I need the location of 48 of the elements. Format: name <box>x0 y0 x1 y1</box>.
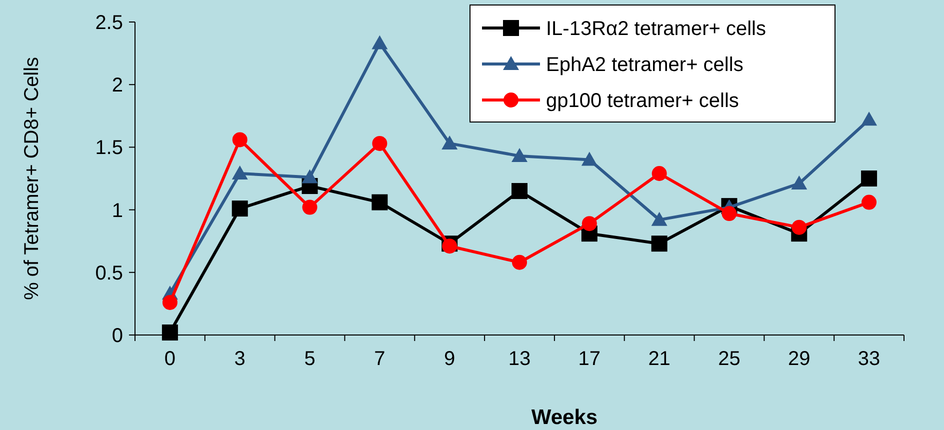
point <box>372 194 388 210</box>
x-tick-label: 25 <box>718 348 740 370</box>
point <box>722 206 737 222</box>
point <box>232 132 248 148</box>
point <box>792 220 807 235</box>
y-axis-title: % of Tetramer+ CD8+ Cells <box>21 56 43 300</box>
point <box>232 165 248 180</box>
legend-label: EphA2 tetramer+ cells <box>546 54 744 76</box>
y-tick-label: 1.5 <box>95 137 123 160</box>
x-tick-label: 13 <box>508 348 531 370</box>
x-tick-label: 3 <box>234 348 246 370</box>
point <box>862 194 877 210</box>
x-axis-title: Weeks <box>531 406 598 429</box>
point <box>162 294 178 310</box>
x-tick-label: 33 <box>858 348 880 370</box>
y-tick-label: 2.5 <box>95 12 123 34</box>
point <box>302 169 318 184</box>
x-tick-label: 21 <box>648 348 670 370</box>
point <box>512 183 528 200</box>
point <box>442 135 458 150</box>
point <box>232 200 248 217</box>
point <box>162 324 178 340</box>
x-tick-label: 0 <box>164 348 176 370</box>
point <box>861 170 878 186</box>
point <box>582 216 597 232</box>
point <box>581 152 598 166</box>
x-tick-label: 17 <box>578 348 601 370</box>
legend-label: gp100 tetramer+ cells <box>546 90 739 112</box>
point <box>791 176 808 190</box>
point <box>302 200 318 215</box>
point <box>512 148 528 162</box>
point <box>651 236 668 252</box>
point <box>512 254 527 270</box>
point <box>861 112 878 126</box>
point <box>651 212 668 226</box>
x-tick-label: 29 <box>788 348 810 370</box>
point <box>372 136 388 151</box>
y-tick-label: 1 <box>112 200 123 222</box>
x-tick-label: 5 <box>304 348 316 370</box>
x-tick-label: 7 <box>374 348 386 370</box>
y-tick-label: 2 <box>112 74 123 97</box>
y-tick-label: 0.5 <box>95 262 123 284</box>
x-tick-label: 9 <box>444 348 456 370</box>
legend-label: IL-13Rα2 tetramer+ cells <box>546 18 766 40</box>
point <box>372 35 388 50</box>
y-tick-label: 0 <box>112 325 123 347</box>
point <box>652 166 667 181</box>
point <box>442 238 458 254</box>
